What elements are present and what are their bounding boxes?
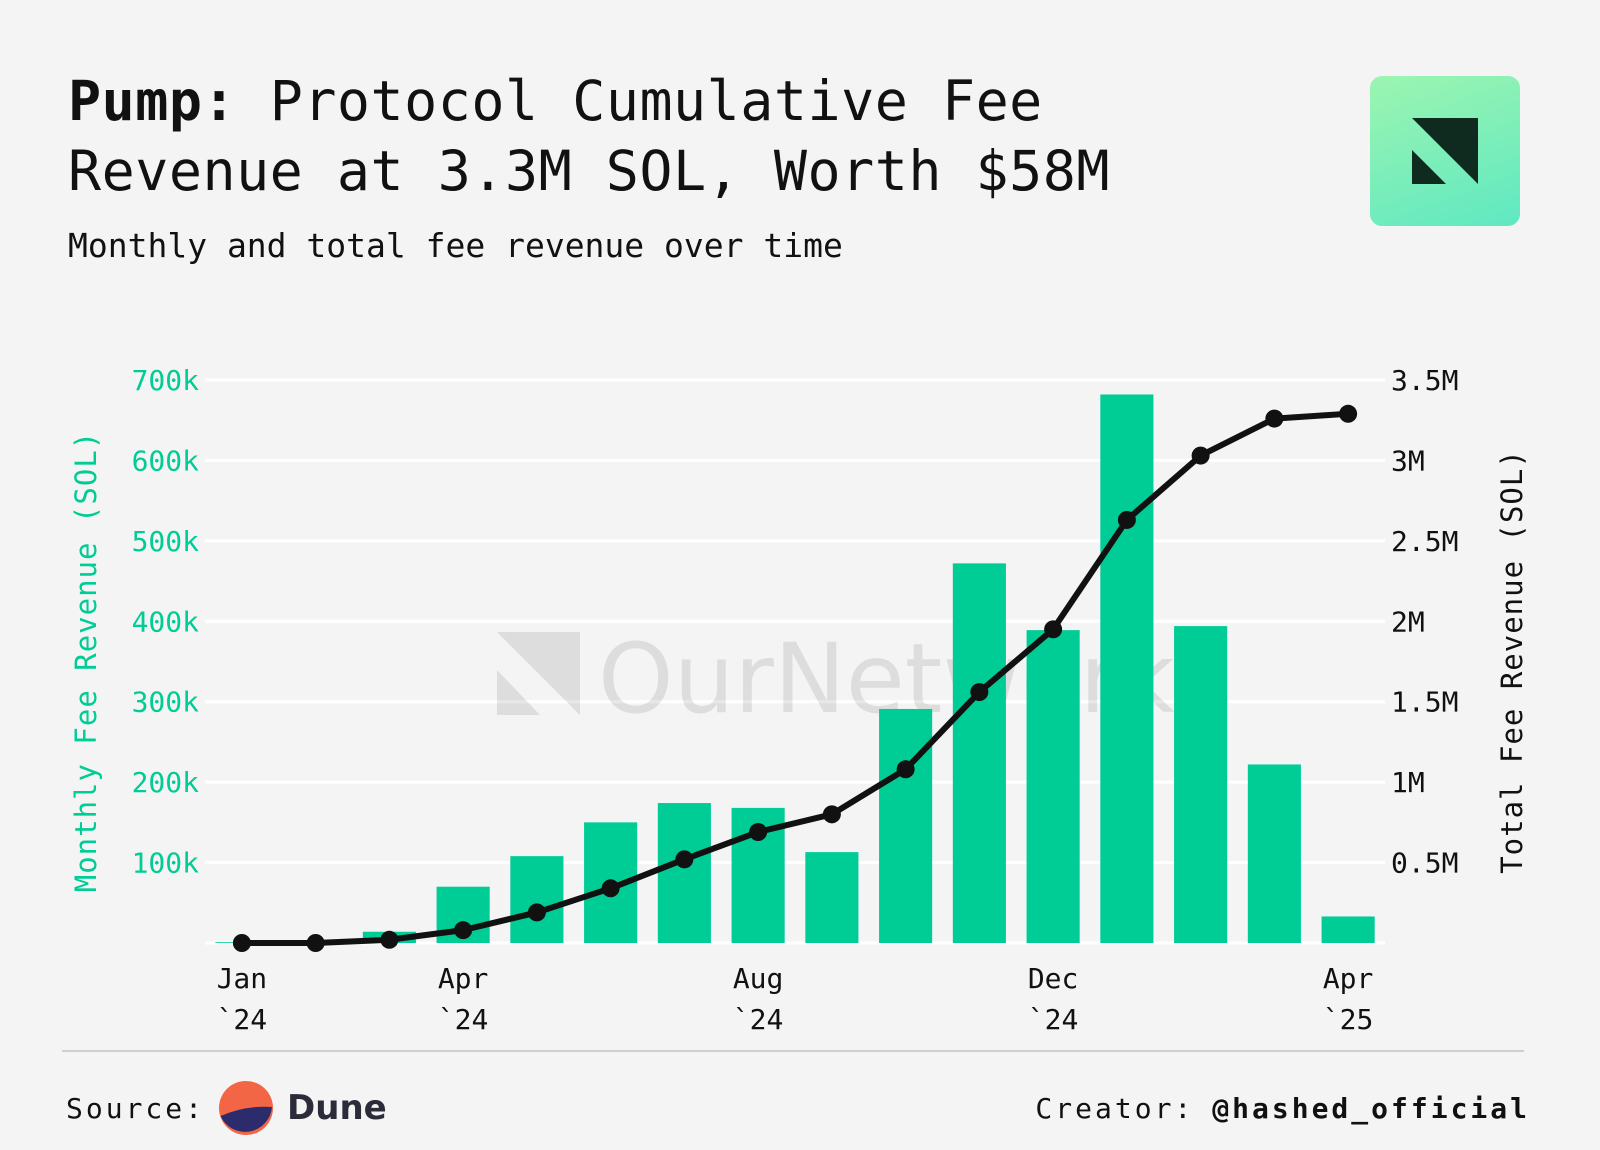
point-total-14 [1191, 446, 1210, 465]
source-label: Source: [66, 1091, 206, 1125]
chart-subtitle: Monthly and total fee revenue over time [68, 226, 843, 265]
point-total-9 [822, 805, 841, 824]
x-tick-label-month: Apr [1323, 962, 1374, 995]
point-total-16 [1339, 404, 1358, 423]
left-tick-label: 100k [132, 847, 200, 880]
point-total-5 [527, 903, 546, 922]
point-total-10 [896, 760, 915, 779]
left-tick-label: 400k [132, 605, 200, 638]
x-tick-label-year: `24 [438, 1003, 489, 1036]
point-total-12 [1044, 620, 1063, 639]
bar-monthly-7 [657, 803, 711, 943]
chart-area: OurNetwork100k200k300k400k500k600k700k0.… [69, 364, 1529, 1036]
creator-attribution: Creator: @hashed_official [1035, 1078, 1530, 1138]
right-tick-label: 2M [1391, 605, 1425, 638]
right-tick-label: 3M [1391, 444, 1425, 477]
right-tick-label: 2.5M [1391, 525, 1458, 558]
point-total-15 [1265, 409, 1284, 428]
bar-monthly-5 [510, 856, 564, 943]
bar-monthly-14 [1174, 626, 1228, 943]
watermark-logo-icon [497, 670, 540, 715]
bar-monthly-9 [805, 852, 859, 943]
right-tick-label: 3.5M [1391, 364, 1458, 397]
point-total-11 [970, 683, 989, 702]
dune-logo-icon [219, 1081, 274, 1135]
x-tick-label-year: `24 [217, 1003, 268, 1036]
point-total-3 [380, 930, 399, 949]
x-tick-label-month: Jan [217, 962, 268, 995]
x-tick-label-year: `24 [1028, 1003, 1079, 1036]
source-attribution: Source: Dune [66, 1078, 387, 1138]
x-tick-label-month: Apr [438, 962, 489, 995]
point-total-7 [675, 850, 694, 869]
bar-monthly-15 [1247, 764, 1301, 943]
x-tick-label-month: Aug [733, 962, 784, 995]
x-tick-label-month: Dec [1028, 962, 1079, 995]
left-axis-title: Monthly Fee Revenue (SOL) [69, 431, 103, 893]
watermark-logo-icon [497, 632, 580, 715]
bar-monthly-10 [879, 708, 933, 943]
creator-handle[interactable]: @hashed_official [1212, 1091, 1530, 1125]
bar-monthly-16 [1321, 916, 1375, 943]
right-tick-label: 1M [1391, 766, 1425, 799]
point-total-13 [1117, 510, 1136, 529]
bar-monthly-12 [1026, 630, 1080, 943]
ournetwork-logo-icon [1370, 76, 1520, 226]
point-total-4 [454, 921, 473, 940]
x-tick-label-year: `24 [733, 1003, 784, 1036]
left-tick-label: 200k [132, 766, 200, 799]
point-total-1 [232, 934, 251, 952]
source-name: Dune [287, 1088, 387, 1128]
left-tick-label: 300k [132, 686, 200, 719]
x-tick-label-year: `25 [1323, 1003, 1374, 1036]
left-tick-label: 500k [132, 525, 200, 558]
point-total-2 [306, 934, 325, 952]
right-axis-title: Total Fee Revenue (SOL) [1495, 449, 1529, 874]
right-tick-label: 0.5M [1391, 847, 1458, 880]
creator-label: Creator: [1035, 1091, 1195, 1125]
bar-monthly-13 [1100, 394, 1154, 943]
chart-title: Pump: Protocol Cumulative Fee Revenue at… [68, 66, 1288, 206]
bar-monthly-11 [952, 563, 1006, 943]
left-tick-label: 600k [132, 444, 200, 477]
left-tick-label: 700k [132, 364, 200, 397]
line-total [241, 410, 1349, 946]
title-rest: Protocol Cumulative Fee Revenue at 3.3M … [68, 69, 1110, 203]
point-total-8 [749, 823, 768, 842]
footer-divider [62, 1050, 1524, 1052]
right-tick-label: 1.5M [1391, 686, 1458, 719]
title-lead: Pump: [68, 69, 237, 133]
point-total-6 [601, 879, 620, 898]
